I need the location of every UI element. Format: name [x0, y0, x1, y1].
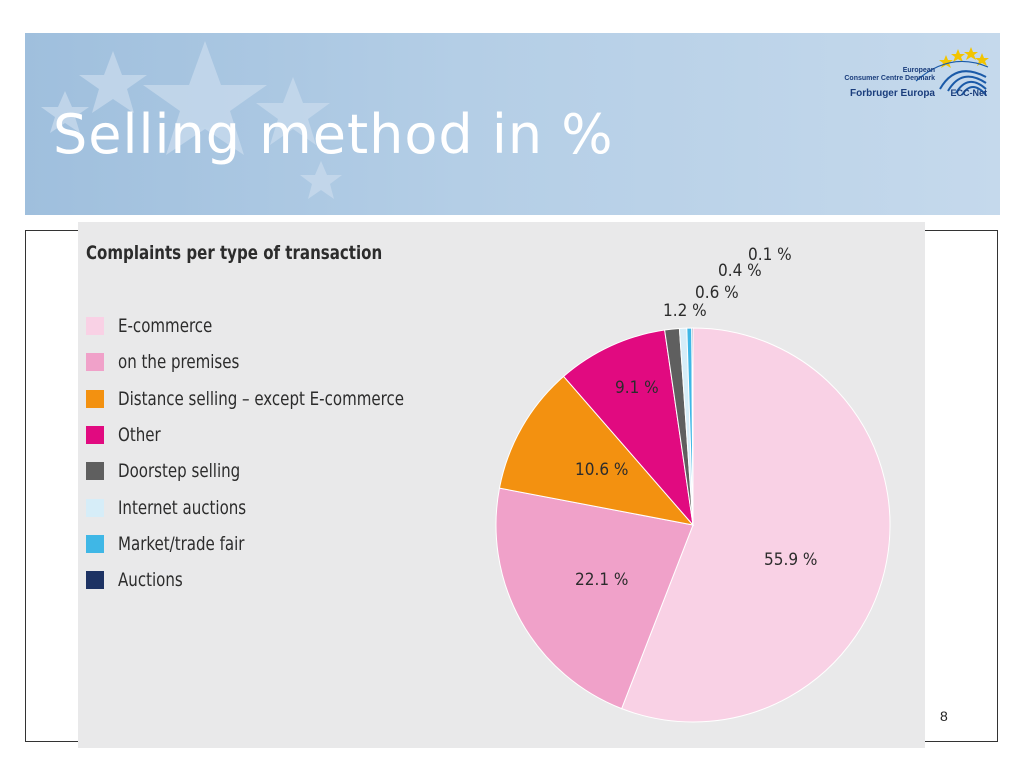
slice-label: 10.6 % — [575, 460, 628, 480]
pie-slice — [498, 375, 695, 526]
legend-swatch — [86, 534, 104, 553]
pie-chart: 55.9 % 22.1 % 10.6 % 9.1 % 1.2 %0.6 %0.4 %0.… — [495, 245, 891, 723]
legend-swatch — [86, 498, 104, 517]
logo-line-european: European — [902, 67, 935, 74]
slice-label: 0.6 % — [695, 283, 739, 303]
pie-slice — [495, 487, 694, 710]
legend-label: on the premises — [118, 351, 240, 374]
chart-legend: E-commerce on the premises Distance sellin… — [86, 308, 443, 598]
legend-label: Market/trade fair — [118, 532, 245, 555]
chart-title: Complaints per type of transaction — [86, 242, 383, 264]
ecc-net-logo-icon — [915, 47, 989, 96]
legend-label: Doorstep selling — [118, 460, 241, 483]
legend-label: Auctions — [118, 569, 183, 592]
legend-label: E-commerce — [118, 315, 213, 338]
pie-slice — [691, 327, 694, 526]
logo-line-eccnet: ECC-Net — [950, 88, 987, 98]
page-number: 8 — [940, 708, 948, 724]
logo-line-centre: Consumer Centre Denmark — [844, 75, 935, 82]
legend-item: Auctions — [86, 562, 443, 598]
star-pattern-icon — [41, 41, 342, 199]
pie-slice — [620, 327, 891, 723]
legend-item: on the premises — [86, 344, 443, 380]
legend-item: E-commerce — [86, 308, 443, 344]
slice-label: 55.9 % — [764, 550, 817, 570]
legend-swatch — [86, 571, 104, 590]
legend-item: Other — [86, 417, 443, 453]
chart-panel: Complaints per type of transaction E-com… — [78, 222, 925, 748]
logo-line-forbruger: Forbruger Europa — [849, 88, 935, 99]
legend-swatch — [86, 317, 104, 336]
legend-label: Internet auctions — [118, 496, 247, 519]
legend-item: Market/trade fair — [86, 526, 443, 562]
slice-label: 0.1 % — [748, 245, 792, 265]
legend-swatch — [86, 426, 104, 445]
slice-label: 0.4 % — [718, 261, 762, 281]
legend-swatch — [86, 353, 104, 372]
ecc-logo: European Consumer Centre Denmark Forbrug… — [844, 41, 990, 111]
legend-label: Other — [118, 424, 161, 447]
legend-swatch — [86, 462, 104, 481]
legend-item: Distance selling – except E-commerce — [86, 381, 443, 417]
pie-slice — [562, 329, 694, 527]
slice-label: 9.1 % — [615, 378, 659, 398]
legend-label: Distance selling – except E-commerce — [118, 387, 404, 410]
slice-label: 22.1 % — [575, 570, 628, 590]
logo-text-small: European Consumer Centre Denmark — [844, 67, 935, 83]
title-banner: Selling method in % European Consumer Ce… — [25, 33, 1000, 215]
slice-label: 1.2 % — [663, 301, 707, 321]
legend-item: Doorstep selling — [86, 453, 443, 489]
slide-title: Selling method in % — [53, 103, 614, 166]
legend-item: Internet auctions — [86, 489, 443, 525]
legend-swatch — [86, 389, 104, 408]
